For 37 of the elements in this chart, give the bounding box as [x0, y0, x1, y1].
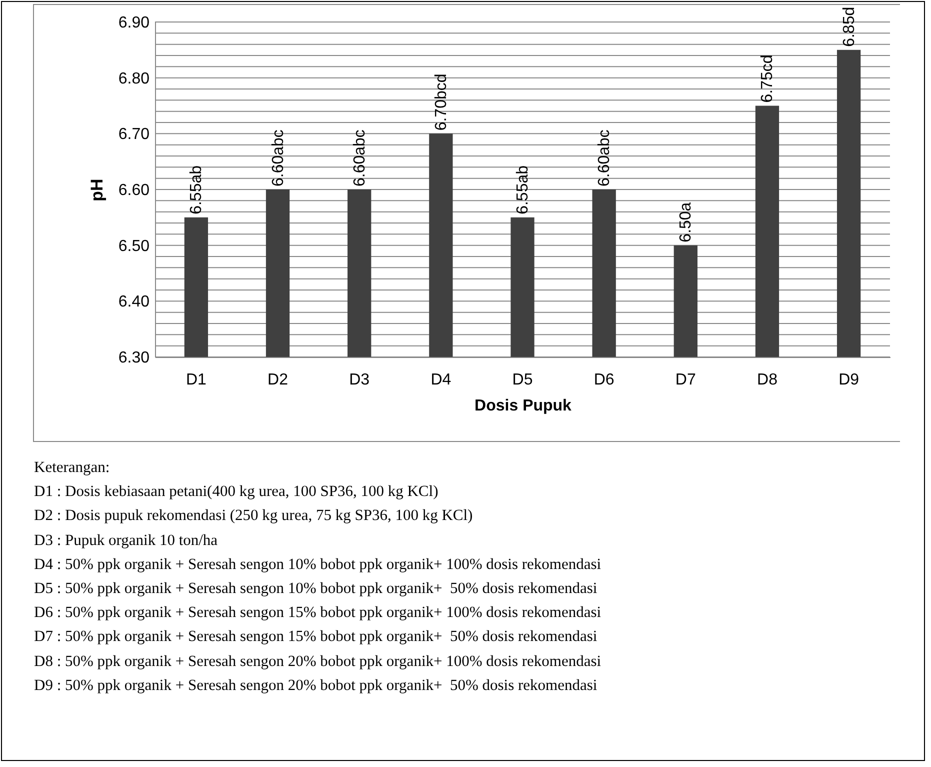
- text: Keterangan:: [34, 458, 111, 478]
- data-label: 6.55ab: [514, 165, 532, 214]
- text: 6.30: [118, 350, 150, 366]
- data-label: 6.70bcd: [432, 74, 450, 131]
- text: D5 : 50% ppk organik + Seresah sengon 10% bobot ppk organik+ 50% dosis rekomendasi: [34, 579, 598, 600]
- text: D1 : Dosis kebiasaan petani(400 kg urea, 100 SP36, 100 kg KCl): [34, 482, 440, 502]
- y-tick-label: 6.80: [118, 70, 150, 88]
- x-tick-label: D2: [268, 372, 288, 388]
- y-tick-label: 6.40: [118, 294, 150, 311]
- x-tick-label: D9: [838, 372, 860, 388]
- data-label: 6.85d: [840, 6, 858, 47]
- text: D9 : 50% ppk organik + Seresah sengon 20% bobot ppk organik+ 50% dosis rekomendasi: [34, 676, 598, 696]
- data-label: 6.75cd: [759, 54, 776, 103]
- x-tick-label: D5: [512, 372, 533, 388]
- y-axis-title: pH: [87, 178, 106, 202]
- x-axis-title: Dosis Pupuk: [474, 398, 572, 414]
- text: D7 : 50% ppk organik + Seresah sengon 15% bobot ppk organik+ 50% dosis rekomendasi: [34, 627, 598, 648]
- x-tick-label: D3: [349, 372, 370, 388]
- y-tick-label: 6.70: [118, 126, 150, 144]
- text: D8 : 50% ppk organik + Seresah sengon 20% bobot ppk organik+ 100% dosis rekomendasi: [34, 652, 602, 672]
- y-tick-label: 6.60: [118, 182, 150, 199]
- data-label: 6.55ab: [188, 165, 206, 214]
- y-tick-label: 6.50: [118, 238, 150, 255]
- data-label: 6.60abc: [596, 130, 614, 186]
- data-label: 6.50a: [678, 202, 695, 242]
- x-tick-label: D4: [430, 372, 452, 388]
- y-tick-label: 6.90: [118, 14, 150, 32]
- x-tick-label: D8: [757, 372, 778, 388]
- data-label: 6.60abc: [270, 130, 287, 186]
- text: D6 : 50% ppk organik + Seresah sengon 15% bobot ppk organik+ 100% dosis rekomendasi: [34, 603, 602, 624]
- text: D4 : 50% ppk organik + Seresah sengon 10% bobot ppk organik+ 100% dosis rekomendasi: [34, 554, 602, 575]
- text: D2 : Dosis pupuk rekomendasi (250 kg urea, 75 kg SP36, 100 kg KCl): [34, 506, 474, 526]
- data-label: 6.60abc: [351, 130, 368, 186]
- x-tick-label: D6: [594, 372, 614, 388]
- text: D3 : Pupuk organik 10 ton/ha: [34, 530, 219, 551]
- x-tick-label: D1: [186, 372, 207, 388]
- x-tick-label: D7: [675, 372, 696, 388]
